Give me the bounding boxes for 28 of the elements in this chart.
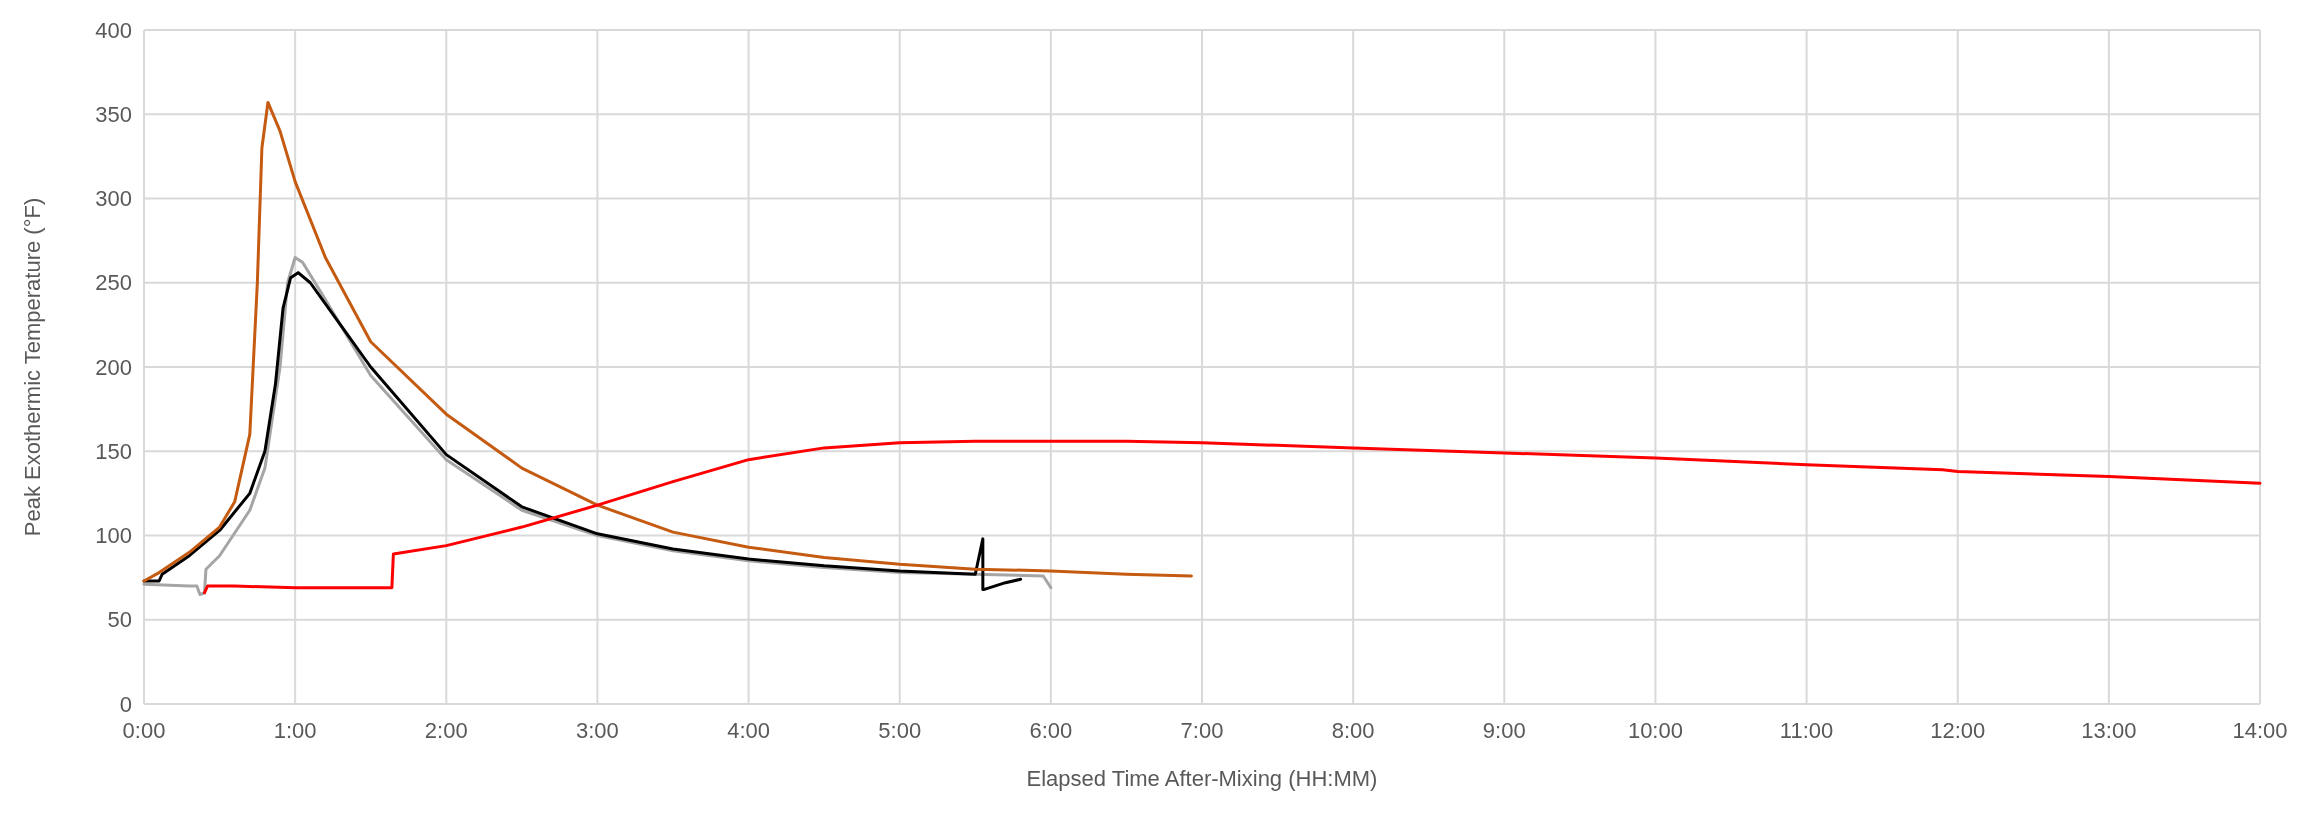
- x-tick-label: 10:00: [1627, 718, 1683, 743]
- y-tick-label: 100: [95, 523, 132, 549]
- x-tick-label: 1:00: [273, 718, 317, 743]
- x-tick-label: 9:00: [1482, 718, 1526, 743]
- line-series: [202, 439, 2262, 595]
- line-series: [142, 100, 1193, 583]
- y-tick-label: 300: [95, 186, 132, 212]
- x-tick-label: 0:00: [122, 718, 166, 743]
- x-tick-label: 2:00: [424, 718, 468, 743]
- x-tick-label: 4:00: [727, 718, 770, 743]
- x-tick-label: 6:00: [1029, 718, 1073, 743]
- x-tick-label: 5:00: [878, 718, 922, 743]
- y-tick-label: 350: [95, 101, 132, 127]
- y-tick-label: 400: [95, 17, 132, 43]
- x-tick-label: 3:00: [576, 718, 619, 743]
- x-tick-label: 7:00: [1180, 718, 1224, 743]
- y-tick-label: 250: [95, 270, 132, 296]
- y-tick-label: 200: [95, 354, 132, 380]
- x-tick-label: 14:00: [2232, 718, 2288, 743]
- x-tick-label: 8:00: [1331, 718, 1375, 743]
- y-tick-label: 50: [107, 607, 132, 633]
- y-tick-label: 0: [119, 691, 132, 717]
- x-tick-label: 12:00: [1930, 718, 1986, 743]
- y-tick-label: 150: [95, 438, 132, 464]
- x-axis-title: Elapsed Time After-Mixing (HH:MM): [1026, 766, 1378, 791]
- x-tick-label: 11:00: [1779, 718, 1834, 743]
- x-tick-label: 13:00: [2081, 718, 2137, 743]
- y-axis-title: Peak Exothermic Temperature (°F): [20, 197, 45, 537]
